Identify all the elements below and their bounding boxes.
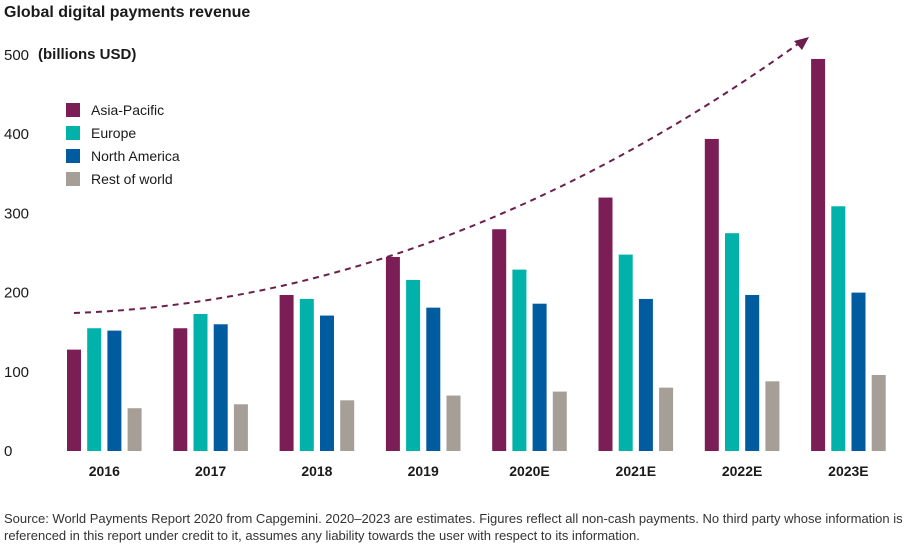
bar-north-america-2021e xyxy=(638,298,653,451)
y-tick-label-0: 0 xyxy=(4,443,12,460)
legend-swatch-north-america xyxy=(66,148,80,163)
bar-europe-2016 xyxy=(87,328,102,451)
bar-north-america-2022e xyxy=(745,294,760,451)
bar-rest-of-world-2020e xyxy=(552,391,567,451)
bar-asia-pacific-2016 xyxy=(67,349,81,451)
bar-europe-2022e xyxy=(725,233,739,451)
legend-item-rest-of-world: Rest of world xyxy=(66,167,180,190)
bar-asia-pacific-2022e xyxy=(704,138,719,451)
chart-legend: Asia-Pacific Europe North America Rest o… xyxy=(66,98,180,190)
bar-rest-of-world-2021e xyxy=(659,387,674,451)
chart-title: Global digital payments revenue xyxy=(4,4,251,21)
trend-arrow-line xyxy=(73,43,799,314)
bar-europe-2023e xyxy=(831,206,846,451)
bar-rest-of-world-2017 xyxy=(233,404,248,451)
x-tick-label-2022e: 2022E xyxy=(722,463,762,479)
y-tick-label-400: 400 xyxy=(4,126,29,143)
legend-label-north-america: North America xyxy=(91,147,180,164)
bar-europe-2020e xyxy=(512,269,527,451)
legend-item-asia-pacific: Asia-Pacific xyxy=(66,98,180,121)
bar-rest-of-world-2018 xyxy=(340,400,355,451)
bar-europe-2019 xyxy=(406,279,421,451)
bar-asia-pacific-2021e xyxy=(598,197,613,451)
legend-label-asia-pacific: Asia-Pacific xyxy=(91,101,165,118)
x-tick-label-2017: 2017 xyxy=(195,463,226,479)
bar-north-america-2016 xyxy=(107,330,122,451)
legend-label-europe: Europe xyxy=(91,124,137,141)
legend-swatch-europe xyxy=(66,125,80,140)
x-tick-label-2018: 2018 xyxy=(301,463,332,479)
legend-swatch-asia-pacific xyxy=(66,102,80,117)
y-axis-unit-label: (billions USD) xyxy=(38,46,137,63)
bar-rest-of-world-2019 xyxy=(446,395,461,451)
bar-north-america-2019 xyxy=(426,307,441,451)
bar-asia-pacific-2020e xyxy=(492,229,507,451)
bar-asia-pacific-2023e xyxy=(811,58,826,452)
bar-rest-of-world-2022e xyxy=(765,381,780,451)
legend-item-north-america: North America xyxy=(66,144,180,167)
x-tick-label-2016: 2016 xyxy=(89,463,120,479)
y-tick-label-200: 200 xyxy=(4,285,29,302)
source-note: Source: World Payments Report 2020 from … xyxy=(4,511,903,543)
bar-north-america-2023e xyxy=(851,292,866,451)
bar-chart: 0 100 200 300 400 500 2016 2017 2018 2019 2020E 202… xyxy=(4,37,886,479)
y-tick-label-300: 300 xyxy=(4,205,29,222)
x-tick-label-2020e: 2020E xyxy=(509,463,549,479)
x-tick-label-2023e: 2023E xyxy=(828,463,868,479)
bar-europe-2017 xyxy=(193,313,208,451)
x-tick-label-2021e: 2021E xyxy=(616,463,656,479)
bar-north-america-2017 xyxy=(213,324,228,451)
trend-arrowhead-icon xyxy=(794,37,809,50)
y-tick-label-500: 500 xyxy=(4,47,29,64)
bar-europe-2018 xyxy=(299,298,314,451)
bar-rest-of-world-2023e xyxy=(871,374,886,451)
legend-swatch-rest-of-world xyxy=(66,171,80,186)
x-tick-label-2019: 2019 xyxy=(408,463,439,479)
bar-asia-pacific-2019 xyxy=(385,256,400,451)
legend-item-europe: Europe xyxy=(66,121,180,144)
bar-north-america-2020e xyxy=(532,303,547,451)
bar-rest-of-world-2016 xyxy=(127,408,142,451)
y-tick-label-100: 100 xyxy=(4,364,29,381)
bar-asia-pacific-2018 xyxy=(279,294,294,451)
legend-label-rest-of-world: Rest of world xyxy=(91,170,173,187)
bar-europe-2021e xyxy=(618,254,633,451)
bar-north-america-2018 xyxy=(320,315,334,451)
bar-asia-pacific-2017 xyxy=(173,328,188,451)
